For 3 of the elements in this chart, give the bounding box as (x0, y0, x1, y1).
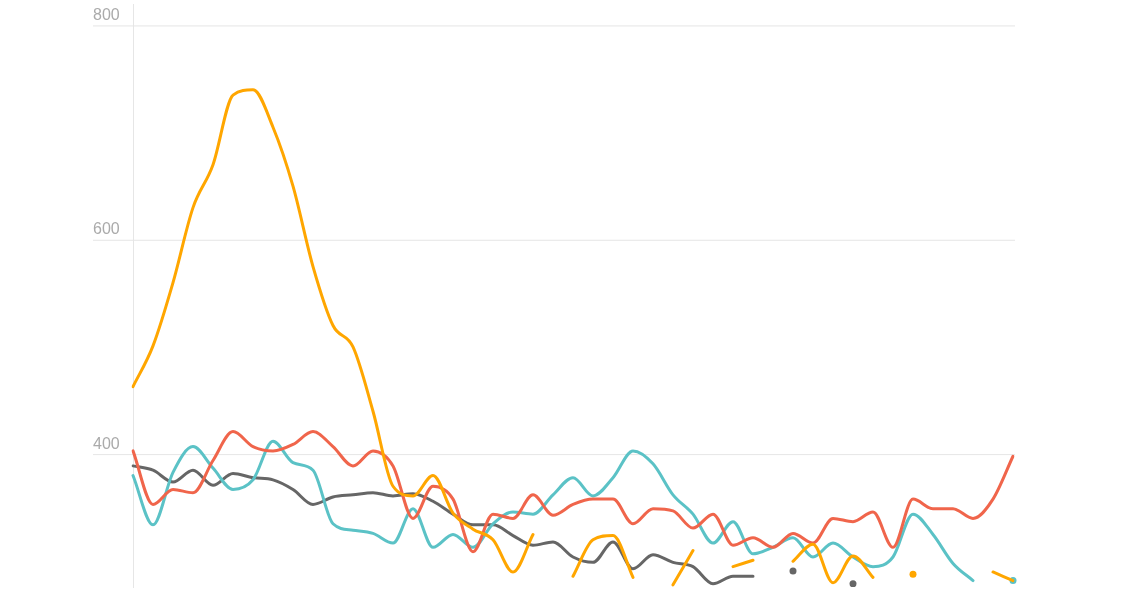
y-tick-label: 800 (93, 5, 120, 23)
y-tick-label: 600 (93, 220, 120, 238)
y-tick-label: 400 (93, 434, 120, 452)
